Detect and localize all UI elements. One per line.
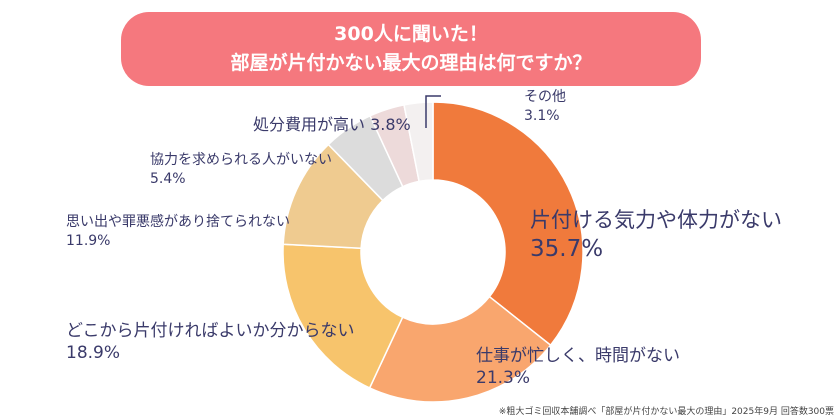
label-disposal-cost-name: 処分費用が高い xyxy=(253,115,366,134)
label-busy: 仕事が忙しく、時間がない 21.3% xyxy=(476,345,680,389)
label-memories-value: 11.9% xyxy=(66,233,111,249)
label-no-energy-name: 片付ける気力や体力がない xyxy=(530,208,782,232)
leader-line-other xyxy=(425,95,441,128)
label-no-helper-name: 協力を求められる人がいない xyxy=(150,152,332,168)
label-no-helper: 協力を求められる人がいない 5.4% xyxy=(150,151,332,189)
label-no-energy: 片付ける気力や体力がない 35.7% xyxy=(530,206,782,264)
label-memories-name: 思い出や罪悪感があり捨てられない xyxy=(66,214,290,230)
label-no-helper-value: 5.4% xyxy=(150,171,186,187)
label-dont-know-where: どこから片付ければよいか分からない 18.9% xyxy=(66,320,355,364)
label-other-value: 3.1% xyxy=(524,108,560,124)
slice-no-energy xyxy=(432,101,584,347)
title-line-1: 300人に聞いた！ xyxy=(334,23,488,45)
label-dont-know-where-name: どこから片付ければよいか分からない xyxy=(66,321,355,341)
label-memories: 思い出や罪悪感があり捨てられない 11.9% xyxy=(66,213,290,251)
slice-busy xyxy=(368,295,552,403)
label-other-name: その他 xyxy=(524,89,566,105)
title-line-2: 部屋が片付かない最大の理由は何ですか？ xyxy=(230,52,592,74)
label-other: その他 3.1% xyxy=(524,88,566,126)
label-disposal-cost-value: 3.8% xyxy=(370,115,411,134)
label-busy-name: 仕事が忙しく、時間がない xyxy=(476,346,680,366)
label-no-energy-value: 35.7% xyxy=(530,236,604,262)
label-dont-know-where-value: 18.9% xyxy=(66,343,121,363)
footnote: ※粗大ゴミ回収本舗調べ「部屋が片付かない最大の理由」2025年9月 回答数300… xyxy=(498,407,834,417)
title-banner: 300人に聞いた！ 部屋が片付かない最大の理由は何ですか？ xyxy=(121,12,701,86)
label-busy-value: 21.3% xyxy=(476,368,531,388)
slice-dont-know-where xyxy=(282,243,404,389)
label-disposal-cost: 処分費用が高い 3.8% xyxy=(253,111,411,135)
